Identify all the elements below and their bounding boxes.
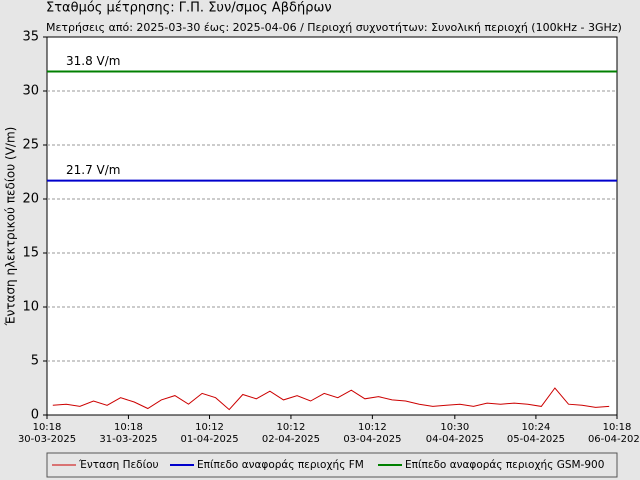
x-tick-date: 05-04-2025 xyxy=(507,434,565,445)
chart-subtitle: Μετρήσεις από: 2025-03-30 έως: 2025-04-0… xyxy=(46,21,622,34)
x-tick-date: 31-03-2025 xyxy=(99,434,157,445)
y-tick-label: 10 xyxy=(22,300,39,315)
y-tick-label: 30 xyxy=(22,84,39,99)
x-tick-time: 10:18 xyxy=(33,422,62,433)
reference-label: 21.7 V/m xyxy=(66,163,120,177)
x-tick-time: 10:24 xyxy=(521,422,550,433)
legend-label: Επίπεδο αναφοράς περιοχής GSM-900 xyxy=(405,459,604,471)
x-tick-time: 10:18 xyxy=(114,422,143,433)
x-tick-date: 04-04-2025 xyxy=(426,434,484,445)
x-tick-date: 01-04-2025 xyxy=(180,434,238,445)
y-tick-label: 20 xyxy=(22,192,39,207)
y-axis-label: Ένταση ηλεκτρικού πεδίου (V/m) xyxy=(4,127,18,327)
plot-area xyxy=(46,36,618,416)
legend-label: Ένταση Πεδίου xyxy=(78,459,159,471)
x-tick-date: 03-04-2025 xyxy=(343,434,401,445)
chart-title: Σταθμός μέτρησης: Γ.Π. Συν/σμος Αβδήρων xyxy=(46,1,332,16)
x-tick-time: 10:18 xyxy=(603,422,632,433)
x-tick-date: 30-03-2025 xyxy=(18,434,76,445)
x-tick-date: 02-04-2025 xyxy=(262,434,320,445)
data-line xyxy=(52,387,610,411)
x-tick-time: 10:30 xyxy=(440,422,469,433)
legend-label: Επίπεδο αναφοράς περιοχής FM xyxy=(197,459,364,471)
legend xyxy=(46,452,618,478)
y-tick-label: 15 xyxy=(22,246,39,261)
y-tick-label: 0 xyxy=(31,408,39,423)
x-tick-time: 10:12 xyxy=(358,422,387,433)
y-tick-label: 25 xyxy=(22,138,39,153)
x-tick-time: 10:12 xyxy=(277,422,306,433)
y-tick-label: 5 xyxy=(31,354,39,369)
reference-label: 31.8 V/m xyxy=(66,54,120,68)
y-tick-label: 35 xyxy=(22,30,39,45)
x-tick-date: 06-04-2025 xyxy=(588,434,640,445)
x-tick-time: 10:12 xyxy=(195,422,224,433)
